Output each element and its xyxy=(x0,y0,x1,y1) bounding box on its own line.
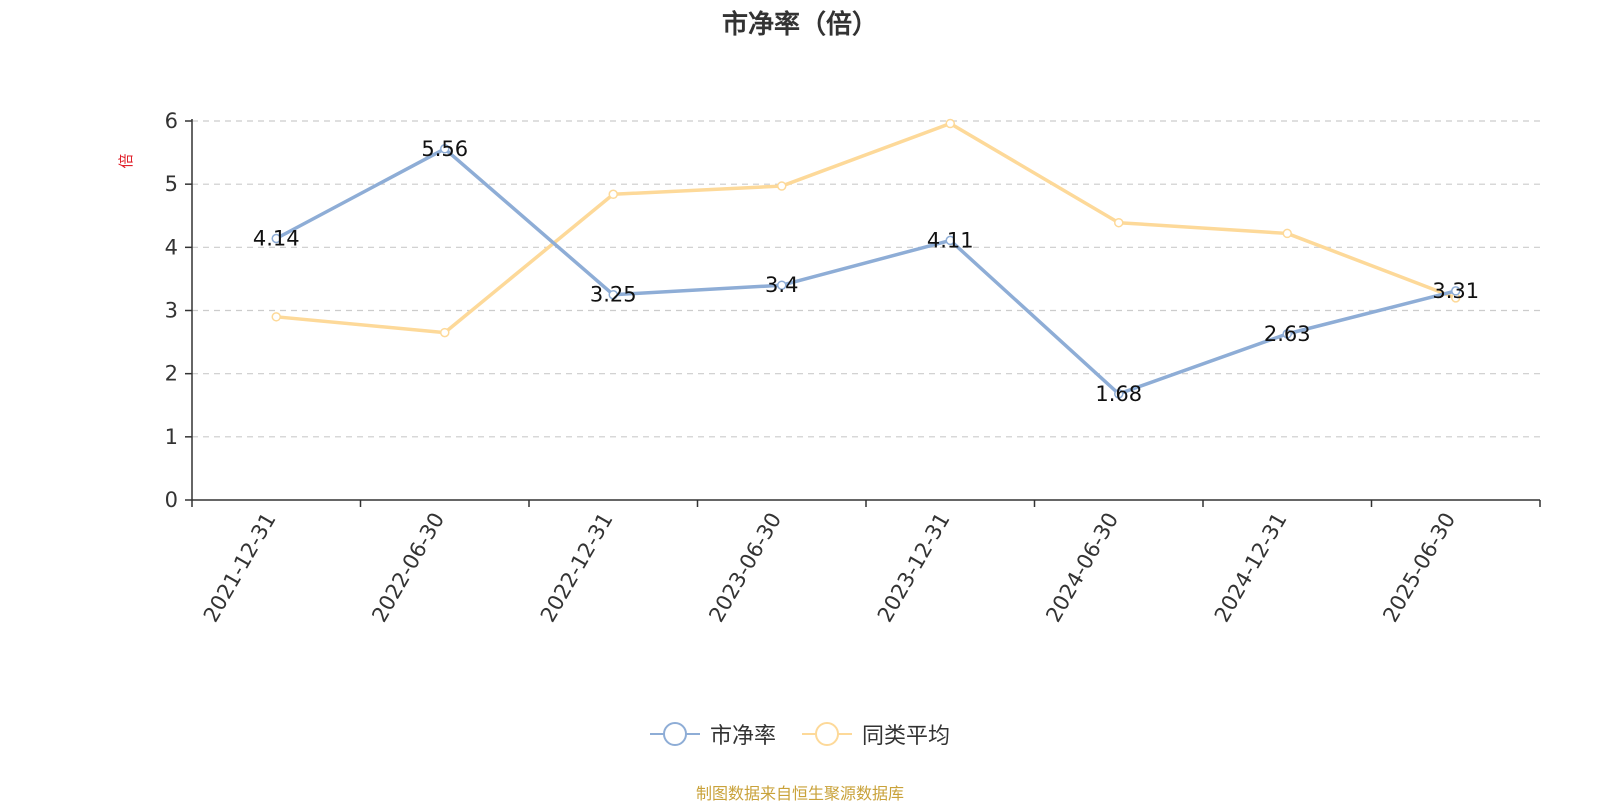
point-0-6 xyxy=(1282,329,1292,339)
data-label-5: 1.68 xyxy=(1095,382,1142,406)
legend-swatch-average xyxy=(802,722,852,746)
data-label-3: 3.4 xyxy=(765,273,798,297)
y-axis-unit-label: 倍 xyxy=(117,153,135,168)
legend-item-average[interactable]: 同类平均 xyxy=(802,718,950,750)
y-tick-label-3: 3 xyxy=(165,299,178,323)
y-tick-label-4: 4 xyxy=(165,235,178,259)
x-tick-label-2022-06-30: 2022-06-30 xyxy=(367,509,449,627)
x-tick-label-2022-12-31: 2022-12-31 xyxy=(536,509,618,627)
legend-label-pb: 市净率 xyxy=(709,724,776,749)
point-1-5 xyxy=(1114,217,1124,228)
data-label-6: 2.63 xyxy=(1264,322,1311,346)
point-1-6 xyxy=(1282,228,1292,239)
point-0-7 xyxy=(1451,286,1461,296)
y-tick-label-1: 1 xyxy=(165,425,178,449)
point-0-0 xyxy=(271,233,281,244)
x-tick-label-2021-12-31: 2021-12-31 xyxy=(199,509,281,627)
legend: 市净率 同类平均 xyxy=(0,718,1600,750)
series-line-0 xyxy=(275,147,1457,396)
data-label-1: 5.56 xyxy=(421,137,468,161)
data-labels: 4.14 5.56 3.25 3.4 4.11 1.68 2.63 3.31 xyxy=(253,137,1479,406)
series-line-1 xyxy=(276,121,1457,335)
y-tick-label-2: 2 xyxy=(165,362,178,386)
series-lines xyxy=(271,118,1461,399)
x-tick-label-2024-06-30: 2024-06-30 xyxy=(1041,509,1123,627)
point-0-5 xyxy=(1114,389,1124,399)
x-tick-label-2023-12-31: 2023-12-31 xyxy=(873,509,955,627)
source-note: 制图数据来自恒生聚源数据库 xyxy=(695,784,904,803)
x-tick-label-2025-06-30: 2025-06-30 xyxy=(1378,509,1460,627)
data-label-7: 3.31 xyxy=(1432,279,1479,303)
point-0-4 xyxy=(945,235,955,246)
point-1-4 xyxy=(945,118,955,129)
legend-label-average: 同类平均 xyxy=(862,724,951,749)
x-tick-label-2023-06-30: 2023-06-30 xyxy=(704,509,786,627)
legend-swatch-pb xyxy=(649,722,700,746)
point-1-2 xyxy=(608,189,618,200)
point-0-1 xyxy=(440,144,450,154)
y-tick-label-6: 6 xyxy=(165,109,178,133)
x-tick-label-2024-12-31: 2024-12-31 xyxy=(1210,509,1292,627)
grid-lines xyxy=(192,120,1540,438)
point-1-1 xyxy=(440,327,450,338)
y-tick-label-5: 5 xyxy=(165,172,178,196)
y-tick-label-0: 0 xyxy=(165,488,178,512)
legend-item-pb[interactable]: 市净率 xyxy=(649,718,776,750)
point-1-0 xyxy=(271,312,281,322)
point-0-3 xyxy=(777,280,787,290)
axes: 0 1 2 3 4 5 6 倍 2021-12-31 2022-06-30 2022-12-31 20… xyxy=(117,109,1541,627)
data-label-0: 4.14 xyxy=(253,226,300,250)
data-label-2: 3.25 xyxy=(590,283,637,307)
point-1-3 xyxy=(777,181,787,191)
chart-title: 市净率（倍） xyxy=(721,10,878,40)
data-label-4: 4.11 xyxy=(927,228,974,252)
point-0-2 xyxy=(608,289,618,300)
